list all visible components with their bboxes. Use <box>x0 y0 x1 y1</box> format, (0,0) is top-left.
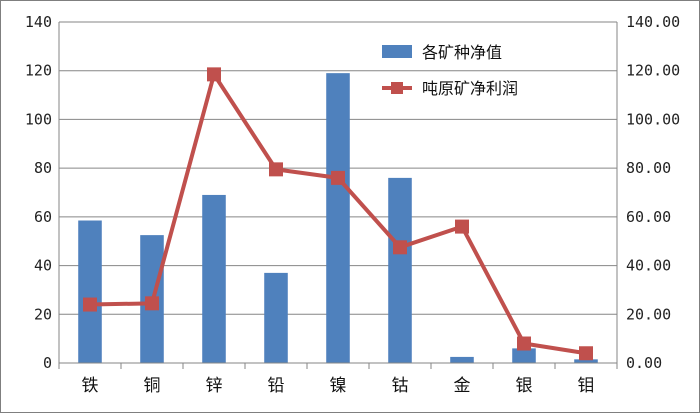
line-marker <box>83 297 97 312</box>
bar <box>78 220 102 363</box>
bar-series <box>78 73 598 364</box>
category-labels: 铁铜锌铅镍钴金银钼 <box>82 376 595 396</box>
left-tick-label: 20 <box>34 305 52 323</box>
category-label: 铁 <box>82 376 99 396</box>
legend-line-label: 吨原矿净利润 <box>422 79 518 98</box>
left-tick-label: 80 <box>34 159 52 177</box>
left-axis-ticks: 0 20 40 60 80 100 120 140 <box>25 13 52 372</box>
legend-bar-label: 各矿种净值 <box>422 43 502 62</box>
right-tick-label: 100.00 <box>626 110 680 128</box>
category-label: 金 <box>454 376 471 396</box>
line-marker <box>455 219 469 234</box>
left-tick-label: 120 <box>25 62 52 80</box>
line-marker <box>269 162 283 177</box>
right-axis-ticks: 0.00 20.00 40.00 60.00 80.00 100.00 120.00 140.… <box>626 13 680 372</box>
line-marker <box>207 67 221 82</box>
bar <box>574 359 598 363</box>
category-label: 钴 <box>392 376 409 396</box>
legend-line-marker <box>391 82 403 94</box>
right-tick-label: 140.00 <box>626 13 680 31</box>
category-label: 钼 <box>578 376 595 396</box>
category-label: 锌 <box>206 376 223 396</box>
bar <box>512 348 536 363</box>
right-tick-label: 60.00 <box>626 208 671 226</box>
line-series <box>83 67 593 361</box>
line-marker <box>579 346 593 361</box>
legend-bar-swatch <box>382 45 412 58</box>
axes <box>58 22 618 369</box>
left-tick-label: 100 <box>25 110 52 128</box>
category-label: 铅 <box>268 376 285 396</box>
left-tick-label: 0 <box>43 354 52 372</box>
left-tick-label: 60 <box>34 208 52 226</box>
category-label: 银 <box>516 376 533 396</box>
left-tick-label: 40 <box>34 257 52 275</box>
right-tick-label: 80.00 <box>626 159 671 177</box>
line-marker <box>393 240 407 255</box>
category-label: 铜 <box>144 376 161 396</box>
left-tick-label: 140 <box>25 13 52 31</box>
bar <box>326 73 350 364</box>
right-tick-label: 0.00 <box>626 354 662 372</box>
right-tick-label: 40.00 <box>626 257 671 275</box>
bar <box>388 177 412 363</box>
category-label: 镍 <box>330 376 347 396</box>
bar <box>202 194 226 363</box>
line-marker <box>517 336 531 351</box>
right-tick-label: 120.00 <box>626 62 680 80</box>
line-marker <box>331 170 345 185</box>
bar <box>450 356 474 363</box>
line-marker <box>145 296 159 311</box>
legend: 各矿种净值 吨原矿净利润 <box>382 43 518 98</box>
bar <box>264 272 288 363</box>
right-tick-label: 20.00 <box>626 305 671 323</box>
